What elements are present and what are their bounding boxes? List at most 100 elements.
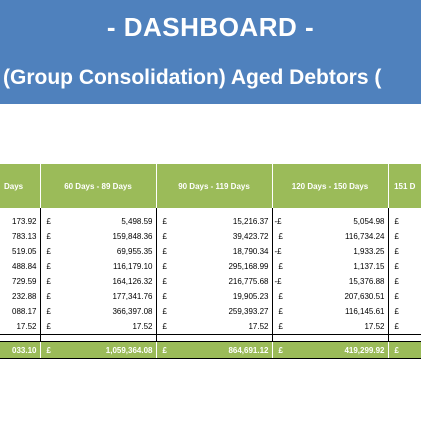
currency-cell: £: [155, 259, 172, 274]
amount-cell[interactable]: 366,397.08: [112, 307, 153, 316]
amount-cell[interactable]: 488.84: [12, 262, 37, 271]
currency-cell: £: [39, 214, 56, 229]
header-row: Days 60 Days - 89 Days 90 Days - 119 Day…: [0, 164, 421, 208]
header-days[interactable]: Days: [0, 164, 40, 208]
table-row: 783.13 £159,848.36 £39,423.72 £116,734.24 £: [0, 229, 421, 244]
amount-cell[interactable]: 207,630.51: [344, 292, 385, 301]
amount-cell[interactable]: 1,137.15: [353, 262, 385, 271]
sign-mark: -: [274, 247, 278, 256]
currency-cell: £: [387, 214, 421, 229]
currency-cell: £: [39, 244, 56, 259]
currency-cell: £: [387, 274, 421, 289]
amount-cell[interactable]: 5,498.59: [121, 217, 153, 226]
currency-cell: £: [39, 259, 56, 274]
currency-cell: £: [271, 259, 288, 274]
currency-cell: £: [155, 214, 172, 229]
currency-cell: £: [387, 229, 421, 244]
currency-cell: £: [39, 289, 56, 304]
dashboard-banner: - DASHBOARD - (Group Consolidation) Aged…: [0, 0, 421, 104]
currency-cell: £: [39, 341, 56, 359]
amount-cell[interactable]: 69,955.35: [116, 247, 153, 256]
spacer-row: [0, 334, 421, 342]
currency-symbol: £: [277, 277, 282, 286]
sign-mark: -: [274, 277, 278, 286]
amount-cell[interactable]: 519.05: [12, 247, 37, 256]
amount-cell[interactable]: 18,790.34: [232, 247, 269, 256]
currency-cell: £: [271, 229, 288, 244]
amount-cell[interactable]: 164,126.32: [112, 277, 153, 286]
total-cell: 033.10: [0, 341, 40, 359]
dashboard-title: - DASHBOARD -: [106, 12, 315, 42]
currency-cell: £: [387, 304, 421, 319]
amount-cell[interactable]: 17.52: [172, 319, 272, 335]
amount-cell[interactable]: 116,734.24: [345, 232, 385, 241]
currency-cell: £: [387, 289, 421, 304]
amount-cell[interactable]: 232.88: [12, 292, 37, 301]
table-row: 488.84 £116,179.10 £295,168.99 £1,137.15 £: [0, 259, 421, 274]
header-151[interactable]: 151 D: [387, 164, 421, 208]
currency-cell: £: [155, 341, 172, 359]
amount-cell[interactable]: 088.17: [12, 307, 37, 316]
currency-cell: £: [271, 304, 288, 319]
aged-debtors-table: Days 60 Days - 89 Days 90 Days - 119 Day…: [0, 164, 421, 359]
total-cell: 1,059,364.08: [56, 341, 156, 359]
table-row: 729.59 £164,126.32 £216,775.68 -£ 15,376.88 £: [0, 274, 421, 289]
currency-cell: £: [155, 229, 172, 244]
amount-cell[interactable]: 19,905.23: [232, 292, 269, 301]
amount-cell[interactable]: 15,376.88: [348, 277, 385, 286]
amount-cell[interactable]: 259,393.27: [228, 307, 269, 316]
currency-cell: -£: [271, 274, 288, 289]
amount-cell[interactable]: 159,848.36: [112, 232, 153, 241]
currency-cell: £: [155, 244, 172, 259]
currency-symbol: £: [278, 232, 283, 241]
currency-cell: -£: [271, 214, 288, 229]
amount-cell[interactable]: 17.52: [56, 319, 156, 335]
currency-cell: £: [387, 341, 421, 359]
table-row: 088.17 £366,397.08 £259,393.27 £116,145.61 £: [0, 304, 421, 319]
currency-cell: £: [155, 274, 172, 289]
amount-cell[interactable]: 17.52: [0, 319, 40, 335]
amount-cell[interactable]: 116,179.10: [113, 262, 153, 271]
currency-cell: £: [39, 274, 56, 289]
table-row: 17.52 £17.52 £17.52 £17.52 £: [0, 319, 421, 335]
header-90-119[interactable]: 90 Days - 119 Days: [155, 164, 272, 208]
amount-cell[interactable]: 729.59: [12, 277, 37, 286]
header-60-89[interactable]: 60 Days - 89 Days: [39, 164, 156, 208]
amount-cell[interactable]: 173.92: [12, 217, 37, 226]
amount-cell[interactable]: 5,054.98: [353, 217, 385, 226]
total-cell: 419,299.92: [288, 341, 388, 359]
currency-symbol: £: [277, 247, 282, 256]
amount-cell[interactable]: 17.52: [288, 319, 388, 335]
currency-cell: £: [39, 319, 56, 335]
amount-cell[interactable]: 116,145.61: [345, 307, 385, 316]
amount-cell[interactable]: 295,168.99: [228, 262, 269, 271]
amount-cell[interactable]: 39,423.72: [232, 232, 269, 241]
currency-symbol: £: [278, 322, 283, 331]
report-subtitle: (Group Consolidation) Aged Debtors (: [3, 66, 382, 89]
currency-cell: £: [387, 244, 421, 259]
total-cell: 864,691.12: [172, 341, 272, 359]
table-row: 519.05 £69,955.35 £18,790.34 -£ 1,933.25 £: [0, 244, 421, 259]
currency-cell: £: [387, 319, 421, 335]
table-row: 232.88 £177,341.76 £19,905.23 £207,630.51 £: [0, 289, 421, 304]
currency-symbol: £: [278, 307, 283, 316]
amount-cell[interactable]: 177,341.76: [112, 292, 153, 301]
currency-cell: £: [271, 319, 288, 335]
currency-cell: £: [155, 304, 172, 319]
amount-cell[interactable]: 783.13: [12, 232, 37, 241]
header-120-150[interactable]: 120 Days - 150 Days: [271, 164, 388, 208]
currency-cell: £: [155, 319, 172, 335]
currency-symbol: £: [277, 217, 282, 226]
currency-cell: £: [387, 259, 421, 274]
currency-cell: -£: [271, 244, 288, 259]
totals-row: 033.10 £1,059,364.08 £864,691.12 £419,299.9…: [0, 341, 421, 359]
currency-symbol: £: [278, 292, 283, 301]
sign-mark: -: [274, 217, 278, 226]
currency-cell: £: [39, 304, 56, 319]
amount-cell[interactable]: 1,933.25: [353, 247, 385, 256]
amount-cell[interactable]: 216,775.68: [228, 277, 269, 286]
amount-cell[interactable]: 15,216.37: [232, 217, 269, 226]
currency-cell: £: [271, 289, 288, 304]
currency-symbol: £: [278, 262, 283, 271]
currency-cell: £: [39, 229, 56, 244]
